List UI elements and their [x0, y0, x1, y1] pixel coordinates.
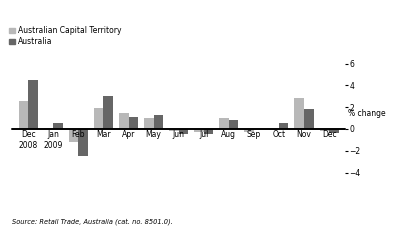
Bar [229, 120, 238, 129]
Text: Source: Retail Trade, Australia (cat. no. 8501.0).: Source: Retail Trade, Australia (cat. no… [12, 218, 173, 225]
Bar [19, 101, 28, 129]
Bar [104, 96, 113, 129]
Bar [169, 129, 179, 131]
Bar [204, 129, 213, 134]
Bar [94, 108, 104, 129]
Bar [53, 123, 63, 129]
Bar [119, 113, 129, 129]
Bar [179, 129, 188, 134]
Bar [194, 129, 204, 132]
Bar [144, 118, 154, 129]
Bar [69, 129, 78, 142]
Bar [304, 109, 314, 129]
Bar [78, 129, 88, 156]
Bar [329, 129, 339, 133]
Bar [320, 129, 329, 131]
Legend: Australian Capital Territory, Australia: Australian Capital Territory, Australia [9, 26, 122, 46]
Bar [28, 80, 38, 129]
Bar [270, 129, 279, 130]
Bar [219, 118, 229, 129]
Bar [129, 117, 138, 129]
Y-axis label: % change: % change [347, 109, 385, 118]
Bar [279, 123, 289, 129]
Bar [44, 128, 53, 129]
Bar [244, 129, 254, 132]
Bar [295, 99, 304, 129]
Bar [154, 115, 163, 129]
